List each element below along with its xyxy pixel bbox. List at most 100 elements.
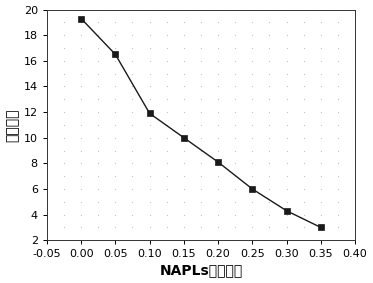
Point (352, 110, 358, 114)
Point (352, 7, 358, 12)
Point (198, 71, 204, 76)
Point (198, 7, 204, 12)
Point (232, 84, 238, 89)
Point (232, 59, 238, 63)
Point (215, 110, 221, 114)
Point (250, 7, 256, 12)
Point (44, 148, 50, 153)
Point (301, 136, 307, 140)
Point (215, 123, 221, 127)
Point (301, 238, 307, 243)
Point (95, 71, 101, 76)
Point (147, 238, 153, 243)
Point (232, 200, 238, 204)
Point (266, 84, 272, 89)
Point (181, 161, 187, 166)
Point (147, 33, 153, 37)
Point (283, 148, 289, 153)
Point (335, 110, 341, 114)
Point (266, 7, 272, 12)
Point (44, 59, 50, 63)
Point (250, 123, 256, 127)
Point (61, 7, 67, 12)
Point (215, 20, 221, 25)
Point (78, 238, 84, 243)
Point (266, 20, 272, 25)
Point (283, 84, 289, 89)
Point (164, 212, 170, 217)
Point (44, 161, 50, 166)
Point (61, 161, 67, 166)
Point (352, 238, 358, 243)
Point (61, 97, 67, 102)
Point (147, 161, 153, 166)
Point (283, 97, 289, 102)
Point (78, 59, 84, 63)
Point (147, 200, 153, 204)
Point (147, 84, 153, 89)
Point (318, 200, 324, 204)
Point (44, 200, 50, 204)
Point (129, 110, 135, 114)
Point (232, 225, 238, 230)
Point (198, 59, 204, 63)
Point (95, 84, 101, 89)
Point (112, 148, 118, 153)
Point (301, 148, 307, 153)
Point (129, 20, 135, 25)
Point (352, 20, 358, 25)
Point (164, 238, 170, 243)
Point (198, 110, 204, 114)
Point (232, 33, 238, 37)
Point (198, 148, 204, 153)
Point (78, 174, 84, 179)
Point (335, 148, 341, 153)
Point (250, 33, 256, 37)
Point (44, 33, 50, 37)
Point (181, 59, 187, 63)
Point (301, 174, 307, 179)
Point (198, 136, 204, 140)
Point (164, 187, 170, 191)
X-axis label: NAPLs体积含量: NAPLs体积含量 (159, 263, 242, 277)
Point (215, 59, 221, 63)
Point (352, 84, 358, 89)
Point (129, 200, 135, 204)
Point (352, 161, 358, 166)
Point (95, 59, 101, 63)
Point (352, 46, 358, 50)
Point (147, 123, 153, 127)
Point (129, 33, 135, 37)
Point (335, 97, 341, 102)
Point (266, 110, 272, 114)
Point (112, 174, 118, 179)
Point (181, 225, 187, 230)
Point (250, 174, 256, 179)
Point (164, 84, 170, 89)
Point (250, 148, 256, 153)
Point (61, 84, 67, 89)
Point (95, 97, 101, 102)
Point (352, 123, 358, 127)
Point (318, 187, 324, 191)
Point (335, 212, 341, 217)
Point (44, 84, 50, 89)
Point (266, 161, 272, 166)
Point (198, 84, 204, 89)
Point (61, 59, 67, 63)
Y-axis label: 介电常数: 介电常数 (6, 108, 19, 142)
Point (164, 20, 170, 25)
Point (44, 174, 50, 179)
Point (181, 7, 187, 12)
Point (283, 212, 289, 217)
Point (112, 212, 118, 217)
Point (78, 71, 84, 76)
Point (318, 84, 324, 89)
Point (266, 123, 272, 127)
Point (318, 148, 324, 153)
Point (335, 200, 341, 204)
Point (318, 212, 324, 217)
Point (112, 187, 118, 191)
Point (112, 7, 118, 12)
Point (301, 84, 307, 89)
